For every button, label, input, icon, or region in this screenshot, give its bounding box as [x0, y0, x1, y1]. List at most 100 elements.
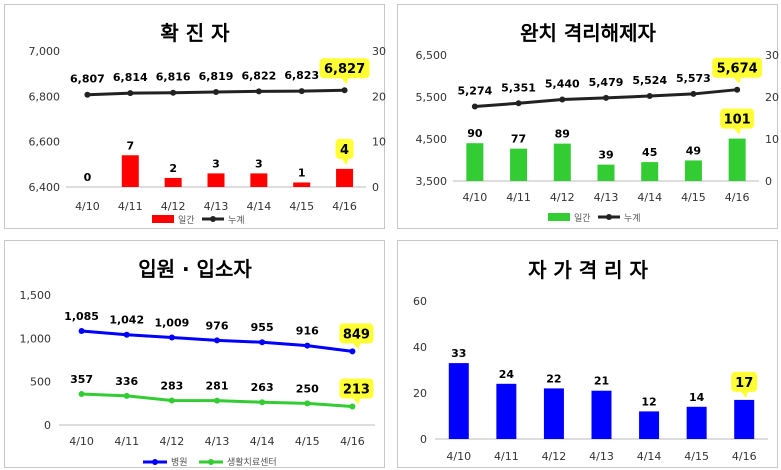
panel-self-quarantine: 자 가 격 리 자 0 20 40 60 33 24 22 21 12 14 17 4/10 4/11 4/… [397, 240, 778, 468]
line-value-callout-bg [319, 58, 370, 79]
legend-label-daily: 일간 [574, 213, 591, 224]
legend-label-hospital: 병원 [171, 457, 188, 468]
y-left-tick-label: 6,500 [416, 49, 448, 62]
bar-value-callout-label: 101 [724, 113, 751, 128]
line-point [168, 334, 175, 341]
bar-value-label: 14 [689, 391, 705, 404]
legend-label-daily: 일간 [178, 215, 195, 226]
y-left-tick-label: 6,400 [29, 181, 61, 194]
x-tick-label: 4/14 [637, 191, 662, 204]
y-left-tick-label: 6,600 [29, 136, 61, 149]
bar [553, 143, 571, 181]
x-tick-label: 4/11 [506, 191, 531, 204]
hospitalized-chart: 입원 · 입소자 0 500 1,000 1,500 1,085 1,042 1,009 976… [20, 257, 375, 468]
x-tick-label: 4/11 [118, 200, 143, 213]
bar-value-label: 33 [451, 347, 466, 360]
x-tick-label: 4/14 [637, 450, 662, 463]
bar [164, 177, 182, 187]
x-tick-label: 4/11 [494, 450, 519, 463]
line-point [213, 89, 219, 96]
line-value-label: 6,816 [156, 71, 191, 84]
chart-title: 확 진 자 [160, 21, 230, 45]
confirmed-chart: 확 진 자 6,400 6,600 6,800 7,000 0 10 20 30 0 7 2 3 3 1 4 6… [29, 21, 387, 226]
bar [597, 164, 615, 181]
line-value-label: 955 [251, 321, 274, 334]
y-left-tick-label: 7,000 [29, 45, 61, 58]
recovered-chart: 완치 격리해제자 3,500 4,500 5,500 6,500 0 100 200 300 90… [416, 21, 780, 224]
x-tick-label: 4/10 [463, 191, 488, 204]
line-point [78, 327, 85, 334]
bar-value-label: 90 [467, 127, 483, 140]
line-point [259, 399, 266, 406]
self-quarantine-chart: 자 가 격 리 자 0 20 40 60 33 24 22 21 12 14 17 4/10 4/11 4/… [413, 258, 768, 463]
legend-swatch-daily [548, 213, 570, 221]
bar [496, 383, 517, 439]
x-tick-label: 4/12 [550, 191, 575, 204]
bar [639, 411, 660, 439]
bar [684, 160, 702, 181]
line-point [214, 397, 220, 404]
bar [728, 138, 746, 181]
line-point [734, 86, 741, 93]
line-point [298, 88, 305, 95]
line-value-label: 916 [296, 325, 319, 338]
bar [543, 388, 564, 439]
x-tick-label: 4/13 [205, 435, 230, 448]
bar-value-label: 12 [641, 395, 656, 408]
bar-value-label: 49 [686, 144, 701, 157]
bar-value-callout-label: 4 [340, 143, 349, 158]
y-tick-label: 500 [30, 376, 51, 389]
x-tick-label: 4/10 [75, 200, 100, 213]
line-value-callout-pointer [352, 397, 361, 405]
x-tick-label: 4/13 [594, 191, 619, 204]
x-tick-label: 4/12 [160, 435, 185, 448]
x-tick-label: 4/10 [446, 450, 471, 463]
bar-value-callout-label: 17 [735, 376, 753, 391]
bar-value-callout-bg [335, 138, 354, 159]
line-value-label: 6,814 [113, 71, 148, 84]
line-value-callout-label: 6,827 [324, 62, 365, 77]
line-point [170, 89, 177, 96]
x-tick-label: 4/16 [332, 200, 357, 213]
y-right-tick-label: 200 [765, 91, 779, 104]
line-point [304, 342, 311, 349]
line-value-label: 5,351 [501, 81, 536, 94]
bar-value-label: 39 [598, 149, 613, 162]
line-point [255, 88, 262, 95]
line-value-label: 250 [296, 382, 319, 395]
line-value-label: 1,085 [64, 310, 99, 323]
line-point [168, 397, 175, 404]
bar [466, 143, 484, 181]
bar-value-callout-bg [731, 371, 758, 392]
bar-value-label: 24 [499, 368, 515, 381]
line-value-label: 5,524 [632, 74, 667, 87]
line-value-label: 5,274 [457, 84, 492, 97]
line-point [690, 90, 697, 97]
x-tick-label: 4/11 [114, 435, 139, 448]
bar-value-label: 45 [642, 146, 657, 159]
panel-confirmed: 확 진 자 6,400 6,600 6,800 7,000 0 10 20 30 0 7 2 3 3 1 4 6… [4, 4, 387, 229]
line-point [214, 337, 220, 344]
x-tick-label: 4/14 [250, 435, 275, 448]
line-value-callout-label: 849 [343, 327, 370, 342]
legend-marker-total [210, 216, 216, 222]
line-value-label: 1,009 [154, 317, 189, 330]
bar-value-label: 2 [169, 162, 177, 175]
bar [641, 162, 659, 181]
x-tick-label: 4/14 [247, 200, 272, 213]
y-right-tick-label: 20 [372, 90, 386, 103]
line-point [515, 100, 522, 107]
bar-value-label: 77 [511, 133, 526, 146]
bar-value-callout-pointer [733, 127, 742, 135]
line-value-callout-pointer [340, 77, 349, 85]
y-tick-label: 1,500 [20, 289, 52, 302]
y-right-tick-label: 0 [372, 181, 379, 194]
line-value-label: 976 [206, 319, 229, 332]
x-tick-label: 4/15 [295, 435, 320, 448]
x-tick-label: 4/15 [684, 450, 709, 463]
line-value-label: 281 [206, 380, 229, 393]
line-value-callout-label: 5,674 [717, 62, 758, 77]
y-tick-label: 40 [413, 341, 427, 354]
line-value-label: 1,042 [109, 314, 144, 327]
line-value-label: 263 [251, 381, 274, 394]
